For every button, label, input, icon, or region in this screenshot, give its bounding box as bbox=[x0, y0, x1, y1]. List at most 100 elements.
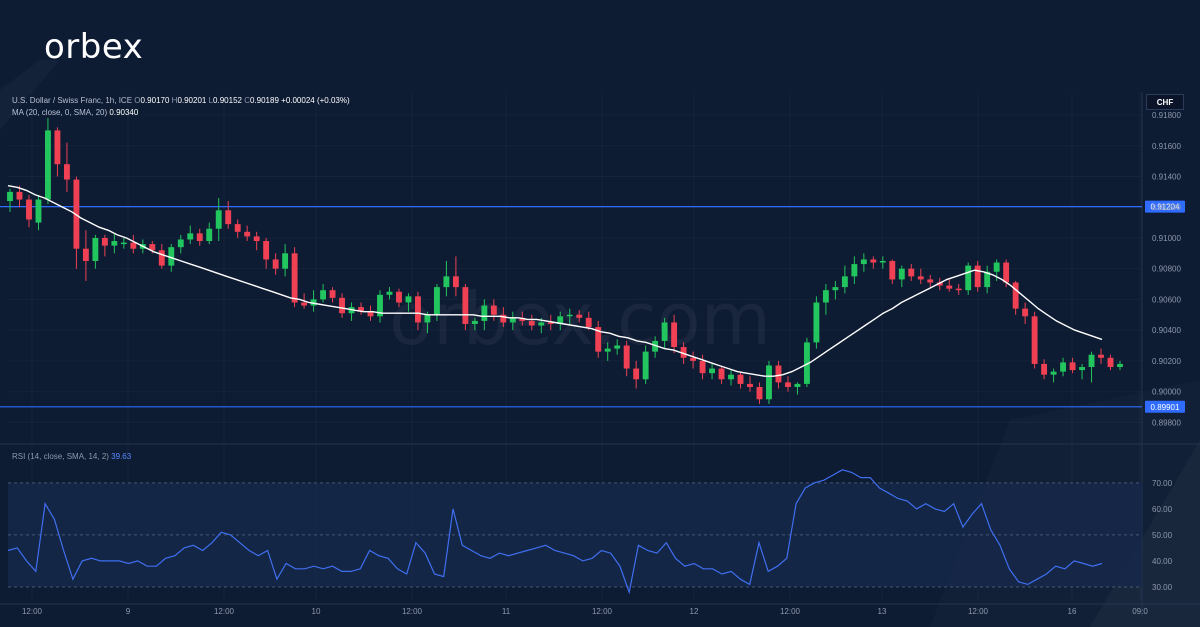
candle-body[interactable] bbox=[158, 250, 165, 266]
candle-body[interactable] bbox=[16, 191, 23, 200]
candle-body[interactable] bbox=[1031, 316, 1038, 364]
candle-body[interactable] bbox=[462, 287, 469, 324]
candle-body[interactable] bbox=[339, 297, 345, 314]
candle-body[interactable] bbox=[26, 199, 32, 220]
candle-body[interactable] bbox=[500, 314, 507, 323]
candle-body[interactable] bbox=[471, 320, 478, 324]
candle-body[interactable] bbox=[120, 242, 127, 245]
candle-body[interactable] bbox=[680, 347, 687, 358]
candle-body[interactable] bbox=[1117, 363, 1123, 368]
candle-body[interactable] bbox=[794, 383, 801, 387]
candle-body[interactable] bbox=[396, 291, 402, 303]
candle-body[interactable] bbox=[101, 237, 108, 246]
candle-body[interactable] bbox=[452, 276, 459, 288]
candle-body[interactable] bbox=[187, 233, 194, 240]
candle-body[interactable] bbox=[633, 368, 640, 380]
candle-body[interactable] bbox=[63, 164, 70, 180]
candle-body[interactable] bbox=[822, 290, 829, 303]
candle-body[interactable] bbox=[310, 299, 317, 306]
candle-body[interactable] bbox=[490, 305, 497, 315]
candle-body[interactable] bbox=[528, 320, 535, 326]
candle-body[interactable] bbox=[320, 290, 327, 300]
candle-body[interactable] bbox=[585, 317, 592, 328]
candle-body[interactable] bbox=[557, 316, 564, 324]
candle-body[interactable] bbox=[244, 231, 251, 237]
currency-button[interactable]: CHF bbox=[1146, 94, 1184, 110]
candle-body[interactable] bbox=[519, 317, 526, 321]
candle-body[interactable] bbox=[623, 345, 630, 369]
candle-body[interactable] bbox=[206, 228, 213, 242]
candle-body[interactable] bbox=[661, 322, 668, 341]
candle-body[interactable] bbox=[993, 262, 1000, 272]
candle-body[interactable] bbox=[272, 259, 279, 269]
candle-body[interactable] bbox=[936, 282, 943, 286]
candle-body[interactable] bbox=[45, 130, 51, 200]
candle-body[interactable] bbox=[1098, 354, 1104, 358]
candle-body[interactable] bbox=[329, 290, 336, 298]
candle-body[interactable] bbox=[737, 374, 744, 384]
candle-body[interactable] bbox=[566, 314, 573, 317]
candle-body[interactable] bbox=[234, 224, 241, 232]
candle-body[interactable] bbox=[908, 268, 915, 277]
candle-body[interactable] bbox=[860, 259, 867, 265]
candle-body[interactable] bbox=[168, 247, 175, 266]
candle-body[interactable] bbox=[177, 239, 184, 248]
candle-body[interactable] bbox=[766, 365, 772, 400]
candle-body[interactable] bbox=[652, 340, 659, 352]
candle-body[interactable] bbox=[358, 307, 364, 312]
candle-body[interactable] bbox=[253, 236, 260, 242]
candle-body[interactable] bbox=[671, 322, 678, 348]
candle-body[interactable] bbox=[785, 382, 791, 387]
candle-body[interactable] bbox=[1107, 357, 1114, 368]
candle-body[interactable] bbox=[130, 242, 137, 249]
candle-body[interactable] bbox=[642, 351, 649, 380]
candle-body[interactable] bbox=[974, 265, 981, 288]
candle-body[interactable] bbox=[149, 244, 156, 251]
candle-body[interactable] bbox=[595, 327, 602, 352]
candle-body[interactable] bbox=[291, 253, 298, 303]
candle-body[interactable] bbox=[841, 276, 848, 288]
candle-body[interactable] bbox=[879, 261, 886, 263]
candle-body[interactable] bbox=[547, 322, 554, 324]
candle-body[interactable] bbox=[1069, 362, 1076, 371]
candle-body[interactable] bbox=[1060, 362, 1067, 372]
candle-body[interactable] bbox=[728, 374, 734, 380]
candle-body[interactable] bbox=[709, 368, 715, 374]
candle-body[interactable] bbox=[367, 311, 374, 317]
candle-body[interactable] bbox=[775, 365, 782, 383]
candle-body[interactable] bbox=[225, 210, 232, 225]
candle-body[interactable] bbox=[1022, 308, 1029, 317]
candle-body[interactable] bbox=[955, 288, 962, 291]
candle-body[interactable] bbox=[1003, 262, 1010, 283]
candle-body[interactable] bbox=[1050, 371, 1057, 375]
candle-body[interactable] bbox=[35, 199, 42, 223]
candle-body[interactable] bbox=[898, 268, 905, 280]
candle-body[interactable] bbox=[690, 357, 697, 361]
candle-body[interactable] bbox=[1088, 354, 1095, 368]
candle-body[interactable] bbox=[576, 314, 583, 318]
candle-body[interactable] bbox=[747, 383, 753, 387]
candle-body[interactable] bbox=[54, 130, 61, 165]
candle-body[interactable] bbox=[424, 314, 431, 323]
candle-body[interactable] bbox=[196, 233, 203, 242]
candle-body[interactable] bbox=[718, 368, 725, 380]
candle-body[interactable] bbox=[433, 287, 440, 315]
candle-body[interactable] bbox=[604, 348, 611, 352]
candle-body[interactable] bbox=[1012, 282, 1019, 309]
candle-body[interactable] bbox=[415, 296, 421, 323]
candle-body[interactable] bbox=[282, 253, 289, 269]
candle-body[interactable] bbox=[538, 322, 545, 326]
candle-body[interactable] bbox=[1041, 363, 1048, 375]
candle-body[interactable] bbox=[699, 360, 706, 374]
candle-body[interactable] bbox=[386, 291, 393, 295]
candle-body[interactable] bbox=[946, 285, 953, 289]
candle-body[interactable] bbox=[509, 317, 516, 323]
candle-body[interactable] bbox=[301, 302, 308, 306]
candle-body[interactable] bbox=[614, 345, 621, 349]
candle-body[interactable] bbox=[889, 261, 896, 280]
candle-body[interactable] bbox=[7, 191, 13, 202]
candle-body[interactable] bbox=[481, 305, 488, 321]
candle-body[interactable] bbox=[965, 265, 972, 291]
candle-body[interactable] bbox=[1079, 367, 1085, 371]
